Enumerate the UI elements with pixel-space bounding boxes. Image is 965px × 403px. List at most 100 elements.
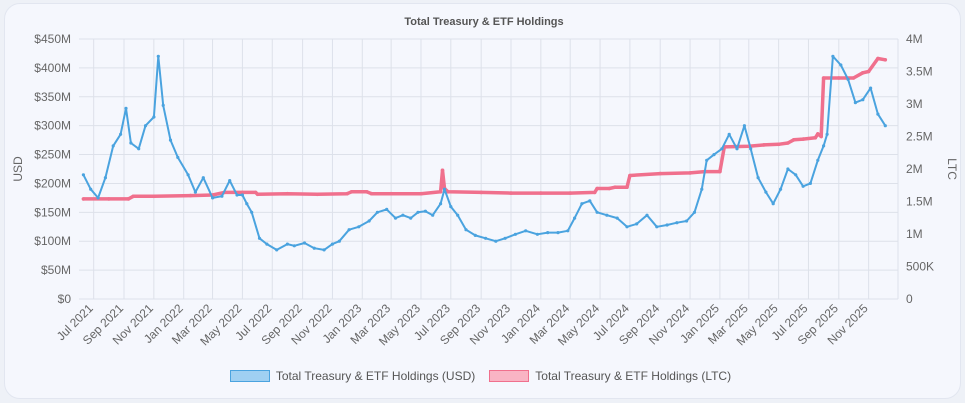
usd-point — [494, 239, 498, 243]
usd-point — [393, 216, 398, 220]
legend-item-usd[interactable]: Total Treasury & ETF Holdings (USD) — [229, 369, 475, 383]
usd-point — [129, 141, 133, 145]
usd-point — [692, 210, 697, 214]
ltc-point — [389, 191, 393, 196]
ltc-point — [188, 193, 193, 198]
usd-point — [201, 176, 205, 180]
ltc-point — [625, 185, 629, 189]
usd-point — [524, 229, 528, 233]
usd-point — [423, 209, 427, 213]
usd-point — [431, 213, 435, 217]
usd-point — [705, 158, 709, 162]
usd-point — [513, 232, 518, 236]
usd-point — [720, 147, 724, 151]
ltc-point — [816, 132, 820, 136]
usd-point — [700, 187, 704, 191]
y-right-tick-label: 3M — [906, 97, 923, 111]
usd-point — [111, 144, 115, 148]
y-left-tick-label: $400M — [34, 61, 71, 75]
y-axis-right: 0 500K 1M 1.5M 2M 2.5M 3M 3.5M 4M — [906, 32, 934, 306]
ltc-point — [440, 168, 445, 173]
y-axis-left: $0 $50M $100M $150M $200M $250M $300M $350M $400… — [34, 32, 71, 306]
usd-point — [635, 222, 639, 226]
ltc-point — [419, 191, 423, 196]
legend-item-ltc[interactable]: Total Treasury & ETF Holdings (LTC) — [489, 369, 731, 383]
ltc-point — [285, 191, 290, 196]
usd-point — [211, 196, 215, 200]
usd-point — [89, 187, 93, 191]
usd-point — [275, 248, 279, 252]
usd-point — [655, 225, 659, 229]
usd-point — [883, 124, 887, 128]
ltc-point — [688, 171, 692, 175]
usd-point — [831, 54, 835, 58]
usd-point — [816, 158, 820, 162]
usd-point — [330, 242, 334, 246]
usd-point — [285, 242, 289, 246]
legend-label-ltc: Total Treasury & ETF Holdings (LTC) — [535, 369, 732, 383]
usd-point — [822, 144, 826, 148]
usd-point — [96, 196, 100, 200]
ltc-point — [861, 71, 865, 75]
usd-point — [786, 167, 790, 171]
y-right-tick-label: 1M — [906, 227, 923, 241]
ltc-point — [866, 69, 871, 74]
ltc-point — [819, 134, 823, 139]
usd-point — [409, 216, 413, 220]
usd-point — [712, 153, 716, 157]
ltc-point — [876, 56, 880, 61]
usd-point — [794, 173, 798, 177]
ltc-point — [595, 186, 599, 191]
ltc-point — [801, 137, 805, 141]
y-axis-right-label: LTC — [945, 158, 959, 180]
ltc-point — [786, 141, 790, 145]
legend-swatch-ltc — [489, 370, 530, 382]
usd-point — [245, 202, 249, 206]
usd-point — [764, 190, 768, 194]
usd-point — [240, 193, 244, 197]
y-left-tick-label: $100M — [34, 234, 71, 248]
usd-point — [322, 248, 326, 252]
usd-point — [808, 181, 813, 185]
usd-point — [385, 207, 389, 211]
usd-point — [556, 231, 560, 235]
ltc-point — [592, 190, 597, 195]
y-right-tick-label: 3.5M — [906, 65, 933, 79]
usd-point — [846, 77, 850, 81]
usd-point — [615, 216, 619, 220]
usd-point — [580, 202, 584, 206]
usd-point — [566, 229, 570, 233]
y-right-tick-label: 0 — [906, 292, 913, 306]
chart-title: Total Treasury & ETF Holdings — [404, 16, 563, 28]
usd-point — [645, 213, 649, 217]
usd-point — [235, 193, 239, 197]
y-right-tick-label: 4M — [906, 32, 923, 46]
ltc-point — [349, 190, 354, 194]
usd-point — [337, 239, 341, 243]
ltc-point — [255, 192, 260, 197]
y-left-tick-label: $0 — [58, 292, 72, 306]
y-axis-left-label: USD — [11, 156, 25, 182]
usd-point — [801, 184, 805, 188]
usd-point — [220, 194, 224, 198]
ltc-point — [568, 191, 572, 195]
usd-point — [228, 179, 232, 183]
ltc-point — [315, 192, 320, 197]
usd-point — [168, 138, 173, 142]
chart-card — [4, 3, 961, 399]
series-layer — [81, 54, 888, 252]
usd-point — [119, 132, 123, 136]
usd-point — [250, 210, 254, 214]
ltc-point — [479, 190, 484, 195]
ltc-point — [446, 190, 450, 194]
usd-point — [771, 202, 775, 206]
usd-point — [152, 115, 156, 119]
legend-swatch-usd — [229, 370, 270, 382]
ltc-point — [821, 76, 826, 80]
usd-point — [161, 103, 165, 107]
ltc-point — [438, 190, 443, 194]
ltc-point — [369, 191, 374, 196]
usd-point — [312, 246, 316, 250]
usd-point — [401, 213, 405, 217]
usd-point — [861, 98, 865, 102]
